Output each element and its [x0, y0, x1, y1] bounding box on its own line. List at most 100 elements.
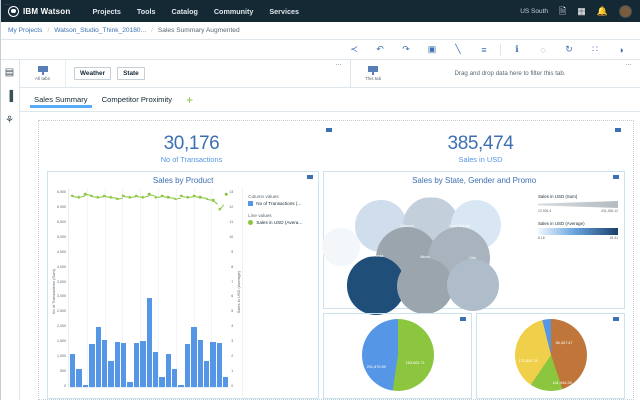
pen-icon[interactable]: ╲ — [455, 44, 461, 54]
data-point[interactable] — [147, 192, 151, 196]
data-point[interactable] — [141, 195, 144, 199]
data-point[interactable] — [90, 194, 93, 197]
combo-chart[interactable]: No of Transactions (Sum) 6,500 6,000 5,500… — [50, 188, 242, 396]
bar[interactable] — [203, 360, 210, 387]
bar[interactable] — [140, 341, 146, 387]
panel-sales-by-state[interactable]: Sales by State, Gender and Promo Minneso… — [322, 171, 625, 315]
properties-icon[interactable]: ⚘ — [5, 115, 14, 126]
bar[interactable] — [70, 353, 76, 387]
data-point[interactable] — [115, 197, 119, 200]
data-point[interactable] — [154, 195, 157, 199]
data-point[interactable] — [70, 194, 74, 197]
data-point[interactable] — [192, 194, 196, 197]
bar[interactable] — [76, 368, 82, 387]
data-point[interactable] — [122, 194, 125, 197]
bar[interactable] — [191, 327, 197, 387]
legend-item-sales[interactable]: Sales in USD (Avera... — [248, 220, 313, 225]
bar[interactable] — [95, 327, 101, 387]
document-icon[interactable]: 🗎 — [559, 5, 567, 16]
this-tab-overflow-icon[interactable]: … — [625, 60, 632, 67]
avatar[interactable] — [619, 4, 632, 18]
nav-item-projects[interactable]: Projects — [92, 6, 121, 16]
bar[interactable] — [121, 343, 127, 387]
pie-chart-promo[interactable]: 172,843.76 56,407.47 141,044.28 — [514, 319, 587, 391]
visualizations-icon[interactable]: ▐ — [5, 91, 14, 102]
bar[interactable] — [197, 340, 203, 387]
data-point[interactable] — [128, 195, 132, 199]
data-point[interactable] — [199, 195, 202, 199]
filter-chip-state[interactable]: State … — [0, 0, 145, 400]
panel-pie-gender[interactable]: 201,870.89 183,602.71 — [323, 313, 473, 399]
region-selector[interactable]: US South — [520, 7, 549, 15]
info-icon[interactable]: ℹ — [515, 44, 519, 54]
bar[interactable] — [184, 344, 191, 387]
data-point[interactable] — [83, 192, 87, 196]
nav-item-catalog[interactable]: Catalog — [171, 6, 198, 16]
bar[interactable] — [152, 351, 159, 387]
refresh-icon[interactable]: ↻ — [565, 44, 573, 54]
bar[interactable] — [210, 341, 216, 387]
filter-bar-overflow-icon[interactable]: … — [335, 60, 342, 67]
kpi-sales[interactable]: 385,474 Sales in USD — [336, 127, 625, 171]
calendar-icon[interactable]: ▦ — [577, 5, 586, 16]
notification-bell-icon[interactable]: 🔔 — [596, 5, 608, 16]
data-point[interactable] — [167, 195, 170, 199]
data-point[interactable] — [173, 197, 177, 200]
this-tab-filter-button[interactable]: This tab — [351, 66, 395, 81]
bubble-illinois[interactable]: Illinois — [396, 255, 453, 314]
undo-icon[interactable]: ↶ — [376, 44, 384, 54]
bar[interactable] — [178, 385, 184, 387]
bar[interactable] — [223, 376, 229, 387]
bar[interactable] — [114, 341, 120, 387]
data-point[interactable] — [77, 195, 80, 199]
panel-filter-tag-icon[interactable] — [307, 175, 314, 179]
bubble-unlabeled[interactable] — [322, 228, 360, 266]
all-tabs-filter-button[interactable]: All tabs — [20, 60, 66, 87]
bar[interactable] — [127, 381, 133, 387]
data-sources-icon[interactable]: ▤ — [4, 67, 15, 78]
data-point[interactable] — [96, 195, 100, 199]
kpi-transactions[interactable]: 30,176 No of Transactions — [47, 127, 336, 171]
bar[interactable] — [108, 360, 114, 387]
save-icon[interactable]: ▣ — [427, 44, 437, 54]
bubble-chart[interactable]: Minnesota Indiana Michigan Missouri South Da… — [322, 188, 534, 315]
data-point[interactable] — [160, 194, 164, 197]
share-icon[interactable]: ≺ — [350, 44, 358, 54]
explore-data-icon[interactable]: ◌ — [540, 44, 546, 55]
bar[interactable] — [82, 385, 89, 387]
settings-icon[interactable]: ◑ — [618, 44, 624, 55]
filter-tag-icon[interactable] — [326, 128, 332, 132]
bar[interactable] — [172, 368, 178, 387]
bubble-ohio[interactable]: Ohio — [446, 256, 499, 311]
data-point[interactable] — [135, 194, 138, 197]
sort-filter-icon[interactable]: ≡ — [481, 44, 487, 55]
bar[interactable] — [216, 343, 222, 387]
pie-chart-gender[interactable]: 201,870.89 183,602.71 — [361, 319, 434, 391]
redo-icon[interactable]: ↷ — [402, 44, 410, 54]
nav-item-community[interactable]: Community — [213, 6, 254, 16]
bubble-nebraska[interactable]: Nebraska — [347, 254, 406, 315]
bar[interactable] — [159, 377, 165, 387]
data-point[interactable] — [218, 208, 221, 211]
data-point[interactable] — [224, 192, 228, 196]
panel-pie-promo[interactable]: 172,843.76 56,407.47 141,044.28 — [476, 313, 625, 399]
nav-item-tools[interactable]: Tools — [136, 6, 156, 16]
data-point[interactable] — [109, 195, 112, 199]
panel-state-filter-tag-icon[interactable] — [613, 175, 619, 179]
bar[interactable] — [146, 298, 152, 387]
tab-competitor-proximity[interactable]: Competitor Proximity — [102, 88, 172, 111]
nav-item-services[interactable]: Services — [269, 6, 299, 16]
panel-sales-by-product[interactable]: Sales by Product No of Transactions (Sum… — [47, 171, 320, 399]
bar[interactable] — [165, 353, 171, 387]
bar[interactable] — [89, 344, 95, 387]
legend-item-transactions[interactable]: No of Transactions (... — [248, 201, 313, 206]
grid-icon[interactable]: ∷ — [592, 44, 598, 54]
filter-tag-icon-2[interactable] — [615, 128, 621, 132]
tab-sales-summary[interactable]: Sales Summary — [30, 88, 92, 111]
breadcrumb-project[interactable]: Watson_Studio_Think_20180... — [54, 27, 147, 34]
data-point[interactable] — [205, 197, 209, 200]
ibm-watson-logo[interactable]: IBM Watson — [8, 5, 70, 17]
bar[interactable] — [133, 343, 140, 387]
data-point[interactable] — [102, 194, 106, 197]
filter-dropzone[interactable]: Drag and drop data here to filter this t… — [454, 70, 566, 77]
